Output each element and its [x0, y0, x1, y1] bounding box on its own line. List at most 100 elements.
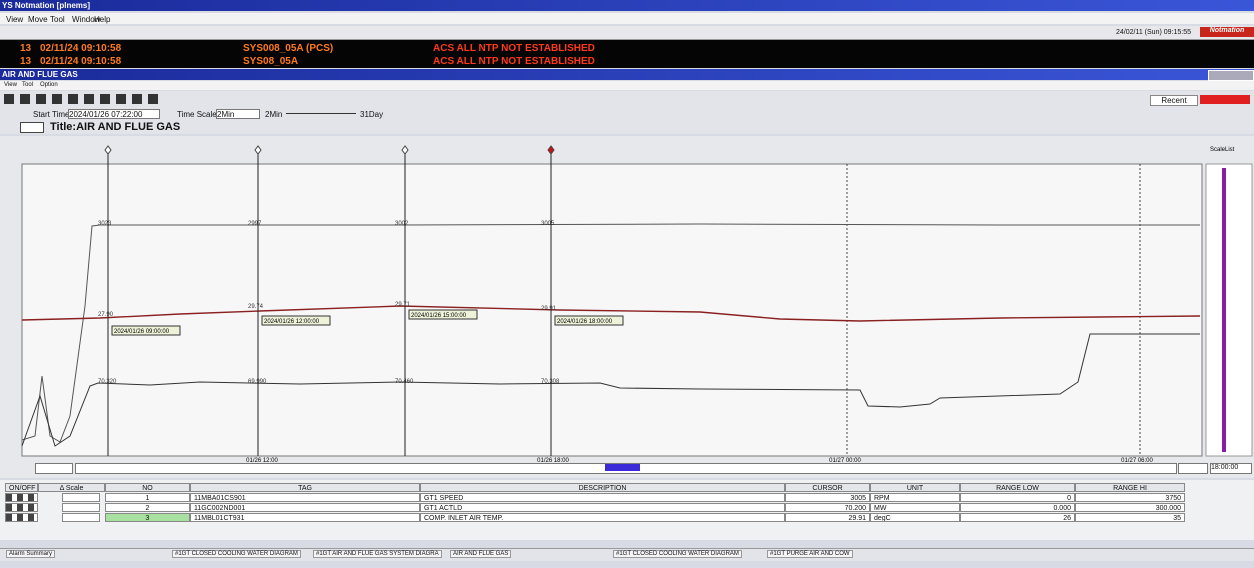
table-cell: 1 [105, 493, 190, 502]
cursor-value: 3023 [98, 221, 112, 227]
start-time[interactable]: 2024/01/26 07:22:00 [68, 109, 160, 119]
alarm-message: ACS ALL NTP NOT ESTABLISHED [433, 56, 595, 67]
table-cell: 26 [960, 513, 1075, 522]
table-cell: degC [870, 513, 960, 522]
slider-min: 2Min [265, 110, 283, 119]
window-controls[interactable] [1208, 70, 1254, 81]
menu-item[interactable]: Help [94, 15, 111, 24]
alarm-count: 13 [20, 56, 32, 67]
mw-trend [21, 333, 1200, 447]
scroll-time[interactable]: 18:00:00 [1210, 463, 1252, 474]
window-title-bar: AIR AND FLUE GAS [0, 69, 1254, 81]
cursor-handle[interactable] [104, 145, 112, 155]
row-toggle[interactable] [5, 503, 38, 512]
cursor-handle[interactable] [547, 145, 555, 155]
table-cell: 2 [105, 503, 190, 512]
table-header: RANGE HI [1075, 483, 1185, 492]
table-cell: 3750 [1075, 493, 1185, 502]
table-header: NO [105, 483, 190, 492]
tag-table: ON/OFF Δ Scale NO TAG DESCRIPTION CURSOR UNIT R… [0, 480, 1254, 540]
app-title: YS Notmation [plnems] [2, 1, 91, 10]
cursor-value: 70.320 [98, 379, 117, 385]
tool-buttons[interactable] [4, 94, 164, 104]
scroll-bar: 18:00:00 [0, 462, 1254, 475]
alarm-source: SYS008_05A (PCS) [243, 43, 334, 54]
table-cell: 11GC002ND001 [190, 503, 420, 512]
plot-area [21, 163, 1203, 457]
scroll-thumb[interactable] [605, 464, 640, 471]
menu-bar: View Move Tool Window Help [0, 13, 1254, 24]
time-scale[interactable]: 2Min [216, 109, 260, 119]
table-cell: COMP. INLET AIR TEMP. [420, 513, 785, 522]
row-scale[interactable] [62, 493, 100, 502]
table-cell: 29.91 [785, 513, 870, 522]
trend-title-row: Title:AIR AND FLUE GAS [0, 120, 1254, 134]
scale-list-label: ScaleList [1210, 147, 1235, 153]
cursor-value: 2997 [248, 221, 262, 227]
cursor-value: 70.460 [395, 379, 414, 385]
trend-chart: ScaleList 3023 27.90 70.320 2024/01/26 09:0… [0, 136, 1254, 478]
alarm-source: SYS08_05A [243, 56, 299, 67]
x-axis-label: 01/26 18:00 [537, 458, 569, 464]
temperature-trend [21, 305, 1201, 322]
task-button[interactable]: #1GT AIR AND FLUE GAS SYSTEM DIAGRA [313, 550, 442, 558]
menu-item[interactable]: Tool [50, 15, 65, 24]
alarm-time: 02/11/24 09:10:58 [40, 43, 122, 54]
x-axis-label: 01/27 06:00 [1121, 458, 1153, 464]
table-header: DESCRIPTION [420, 483, 785, 492]
table-cell: 3 [105, 513, 190, 522]
scroll-back[interactable] [35, 463, 73, 474]
table-cell: 300.000 [1075, 503, 1185, 512]
cursor-value: 69.990 [248, 379, 267, 385]
task-button[interactable]: AIR AND FLUE GAS [450, 550, 512, 558]
cursor-time-box [554, 315, 624, 326]
group-nav[interactable] [20, 122, 44, 133]
app-title-bar: YS Notmation [plnems] [0, 0, 1254, 11]
task-button[interactable]: #1GT PURGE AIR AND COW [767, 550, 853, 558]
table-cell: RPM [870, 493, 960, 502]
table-cell: 35 [1075, 513, 1185, 522]
time-scale-label: Time Scale [177, 110, 217, 119]
table-header: ON/OFF [5, 483, 38, 492]
cursor-time-box [111, 325, 181, 336]
row-toggle[interactable] [5, 513, 38, 522]
x-axis-label: 01/27 00:00 [829, 458, 861, 464]
menu-item[interactable]: Move [28, 15, 48, 24]
x-axis-label: 01/26 12:00 [246, 458, 278, 464]
time-slider[interactable] [286, 113, 356, 114]
task-button[interactable]: Alarm Summary [6, 550, 56, 558]
menu-item[interactable]: Option [40, 82, 58, 88]
cursor-time: 2024/01/26 15:00:00 [411, 313, 467, 319]
alarm-time: 02/11/24 09:10:58 [40, 56, 122, 67]
table-header: Δ Scale [38, 483, 105, 492]
cursor-value: 29.91 [541, 306, 557, 312]
cursor-handle[interactable] [254, 145, 262, 155]
table-cell: 0 [960, 493, 1075, 502]
cursor-value: 3002 [395, 221, 409, 227]
table-header: UNIT [870, 483, 960, 492]
window-menu: View Tool Option [0, 81, 1254, 90]
row-scale[interactable] [62, 503, 100, 512]
menu-item[interactable]: View [6, 15, 24, 24]
row-scale[interactable] [62, 513, 100, 522]
menu-item[interactable]: View [4, 82, 17, 88]
cursor-value: 29.74 [248, 304, 264, 310]
cursor-time: 2024/01/26 18:00:00 [557, 319, 613, 325]
task-button[interactable]: #1GT CLOSED COOLING WATER DIAGRAM [613, 550, 742, 558]
scroll-forward[interactable] [1178, 463, 1208, 474]
recent-button[interactable]: Recent [1150, 95, 1198, 106]
menu-item[interactable]: Window [72, 15, 101, 24]
row-toggle[interactable] [5, 493, 38, 502]
trend-title: Title:AIR AND FLUE GAS [50, 121, 181, 133]
task-button[interactable]: #1GT CLOSED COOLING WATER DIAGRAM [172, 550, 301, 558]
table-cell: 0.000 [960, 503, 1075, 512]
taskbar: Alarm Summary #1GT CLOSED COOLING WATER D… [0, 548, 1254, 561]
cursor-time-box [261, 315, 331, 326]
table-header: TAG [190, 483, 420, 492]
menu-item[interactable]: Tool [22, 82, 34, 88]
start-time-label: Start Time [33, 110, 70, 119]
slider-max: 31Day [360, 110, 384, 119]
cursor-handle[interactable] [401, 145, 409, 155]
table-cell: 11MBA01CS901 [190, 493, 420, 502]
